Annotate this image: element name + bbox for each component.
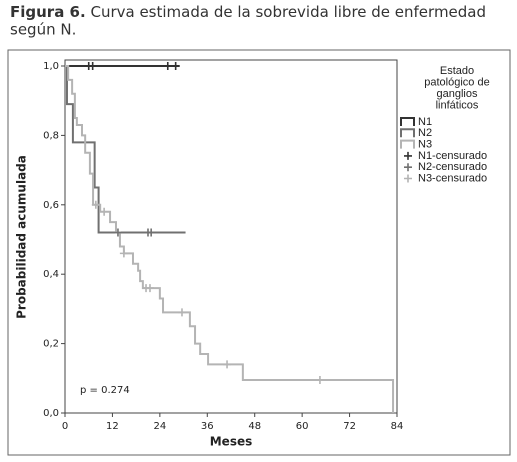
legend-label: N1	[418, 116, 432, 128]
chart-title: Figura 6. Curva estimada de la sobrevida…	[10, 3, 486, 21]
x-tick-label: 0	[62, 421, 68, 432]
censor-mark	[315, 376, 324, 385]
censor-mark	[113, 228, 122, 237]
x-tick-label: 24	[153, 421, 166, 432]
y-axis-title: Probabilidad acumulada	[15, 155, 29, 319]
censor-mark	[88, 62, 97, 70]
legend-swatch	[404, 174, 412, 183]
legend-swatch	[400, 128, 415, 138]
legend-label: N2-censurado	[418, 161, 487, 173]
censor-mark	[91, 200, 100, 209]
censor-mark	[223, 360, 232, 369]
legend-title: Estado	[440, 65, 474, 77]
legend-title: patológico de	[424, 76, 489, 88]
chart-title-line: según N.	[10, 21, 76, 39]
panel	[7, 49, 511, 456]
legend-label: N3	[418, 139, 432, 151]
legend-label: N2	[418, 127, 432, 139]
x-tick-label: 60	[296, 421, 309, 432]
title-text: Curva estimada de la sobrevida libre de …	[90, 3, 486, 21]
figure-label: Figura 6.	[10, 3, 86, 21]
legend-swatch	[400, 139, 415, 149]
y-tick-label: 0,8	[43, 130, 59, 141]
annotation: p = 0.274	[80, 385, 130, 396]
survival-curve	[65, 65, 395, 413]
legend-label: N1-censurado	[418, 150, 487, 162]
censor-mark	[163, 62, 172, 70]
x-tick-label: 12	[106, 421, 119, 432]
y-tick-label: 1,0	[43, 61, 59, 72]
censor-mark	[100, 207, 109, 216]
y-tick-label: 0,4	[43, 269, 59, 280]
legend-title: linfáticos	[436, 99, 479, 111]
x-tick-label: 72	[343, 421, 356, 432]
censor-mark	[119, 249, 128, 258]
legend-label: N3-censurado	[418, 172, 487, 184]
y-tick-label: 0,6	[43, 200, 59, 211]
y-tick-label: 0,2	[43, 339, 59, 350]
x-tick-label: 48	[248, 421, 261, 432]
censor-mark	[145, 284, 154, 293]
y-tick-label: 0,0	[43, 408, 59, 419]
censor-mark	[147, 228, 156, 237]
censor-mark	[177, 308, 186, 317]
x-tick-label: 84	[391, 421, 404, 432]
legend-swatch	[404, 163, 412, 172]
legend-swatch	[404, 151, 412, 160]
legend-title: ganglios	[437, 88, 478, 100]
censor-mark	[171, 62, 180, 70]
x-axis-title: Meses	[210, 435, 253, 449]
plot-frame	[64, 59, 398, 414]
survival-curve	[65, 65, 186, 234]
x-tick-label: 36	[201, 421, 214, 432]
legend-swatch	[400, 117, 415, 126]
